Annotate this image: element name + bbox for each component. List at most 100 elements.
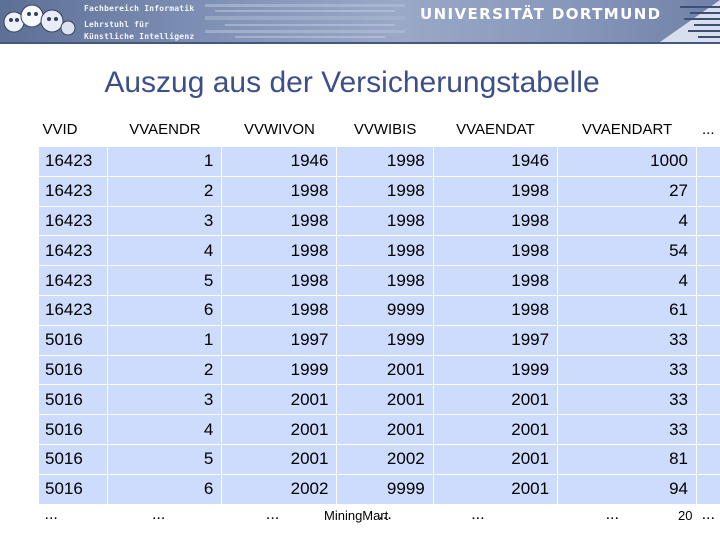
table-ellipsis-row: ... ... ... ... ... ... ...	[38, 503, 720, 532]
table-cell: 1998	[432, 175, 558, 207]
table-cell: 33	[557, 354, 697, 385]
insurance-table: VVID VVAENDR VVWIVON VVWIBIS VVAENDAT VV…	[37, 112, 720, 532]
table-cell: 33	[557, 414, 697, 445]
column-header-vvwibis: VVWIBIS	[336, 112, 434, 147]
table-cell: 1999	[336, 324, 434, 356]
table-cell: 4	[557, 265, 697, 296]
table-cell-empty	[695, 354, 720, 385]
table-cell: 16423	[37, 175, 108, 207]
table-cell: 3	[107, 384, 222, 415]
column-header-vvaendart: VVAENDART	[557, 112, 697, 147]
table-cell: 1998	[221, 205, 337, 236]
table-row: 16423 2 1998 1998 1998 27	[37, 175, 720, 207]
table-cell: 1998	[221, 294, 337, 326]
table-cell: 2	[107, 175, 222, 207]
table-cell: 2001	[432, 414, 558, 445]
table-cell: 2001	[221, 384, 337, 415]
table-cell: 61	[557, 294, 697, 326]
table-cell: 2001	[221, 414, 337, 445]
table-cell: 1	[107, 146, 222, 177]
table-cell: 1998	[221, 175, 337, 207]
column-header-vvid: VVID	[38, 112, 108, 147]
table-cell: 4	[107, 235, 222, 266]
table-cell: 1998	[221, 265, 337, 296]
table-row: 16423 1 1946 1998 1946 1000	[37, 146, 720, 177]
table-cell: 5016	[37, 414, 108, 445]
table-cell: 1000	[557, 146, 697, 177]
table-cell: 33	[557, 324, 697, 356]
table-cell: 1997	[432, 324, 558, 356]
table-cell: 16423	[37, 205, 108, 236]
table-cell: 9999	[336, 294, 434, 326]
table-cell: 5016	[37, 443, 108, 475]
ellipsis-cell: ...	[557, 503, 697, 532]
table-cell: 1998	[336, 175, 434, 207]
table-cell-empty	[695, 384, 720, 415]
table-cell-empty	[695, 473, 720, 504]
table-row: 5016 1 1997 1999 1997 33	[37, 324, 720, 356]
table-cell: 1998	[336, 205, 434, 236]
dept-line-1: Fachbereich Informatik	[84, 4, 195, 13]
header-banner: Fachbereich Informatik Lehrstuhl für Kün…	[0, 0, 720, 42]
table-row: 5016 2 1999 2001 1999 33	[37, 354, 720, 385]
table-cell-empty	[695, 235, 720, 266]
dept-line-3: Künstliche Intelligenz	[84, 32, 195, 41]
table-cell: 5	[107, 443, 222, 475]
table-cell: 2001	[221, 443, 337, 475]
table-cell: 1998	[432, 294, 558, 326]
table-cell: 2001	[336, 384, 434, 415]
table-cell: 2001	[432, 443, 558, 475]
table-cell: 4	[557, 205, 697, 236]
table-cell: 1999	[432, 354, 558, 385]
table-row: 16423 5 1998 1998 1998 4	[37, 265, 720, 296]
table-cell-empty	[695, 324, 720, 356]
decorative-stripes-icon	[205, 4, 405, 38]
ellipsis-cell: ...	[696, 503, 720, 532]
table-cell-empty	[695, 443, 720, 475]
table-cell: 1998	[336, 235, 434, 266]
table-cell: 1998	[336, 265, 434, 296]
table-cell: 33	[557, 384, 697, 415]
table-cell: 16423	[37, 235, 108, 266]
table-cell: 4	[107, 414, 222, 445]
ellipsis-cell: ...	[38, 503, 108, 532]
table-cell: 1998	[336, 146, 434, 177]
table-cell-empty	[695, 294, 720, 326]
table-cell-empty	[695, 414, 720, 445]
table-row: 16423 6 1998 9999 1998 61	[37, 294, 720, 326]
column-header-vvaendr: VVAENDR	[107, 112, 222, 147]
table-cell: 2001	[336, 414, 434, 445]
ellipsis-cell: ...	[433, 503, 558, 532]
table-cell: 5016	[37, 324, 108, 356]
department-name: Fachbereich Informatik Lehrstuhl für Kün…	[84, 3, 194, 43]
table-cell-empty	[695, 146, 720, 177]
table-cell: 5016	[37, 473, 108, 504]
university-emblem-icon	[660, 0, 720, 42]
table-cell-empty	[695, 265, 720, 296]
table-cell: 1946	[432, 146, 558, 177]
table-row: 5016 4 2001 2001 2001 33	[37, 414, 720, 445]
table-cell: 1997	[221, 324, 337, 356]
column-header-more: ...	[696, 112, 720, 147]
table-cell: 81	[557, 443, 697, 475]
column-header-vvwivon: VVWIVON	[221, 112, 337, 147]
ellipsis-cell: ...	[221, 503, 337, 532]
table-cell: 6	[107, 473, 222, 504]
table-cell: 6	[107, 294, 222, 326]
table-row: 5016 6 2002 9999 2001 94	[37, 473, 720, 504]
table-cell: 1998	[432, 205, 558, 236]
footer-source: MiningMart	[324, 508, 389, 523]
table-cell: 2001	[336, 354, 434, 385]
table-cell: 27	[557, 175, 697, 207]
slide-title: Auszug aus der Versicherungstabelle	[104, 66, 600, 99]
table-cell: 5	[107, 265, 222, 296]
university-name: UNIVERSITÄT DORTMUND	[420, 5, 662, 23]
table-cell: 5016	[37, 354, 108, 385]
table-cell: 2002	[336, 443, 434, 475]
dept-line-2: Lehrstuhl für	[84, 20, 150, 29]
table-cell-empty	[695, 175, 720, 207]
table-row: 16423 3 1998 1998 1998 4	[37, 205, 720, 236]
table-row: 5016 3 2001 2001 2001 33	[37, 384, 720, 415]
table-row: 5016 5 2001 2002 2001 81	[37, 443, 720, 475]
page-number: 20	[678, 508, 693, 523]
